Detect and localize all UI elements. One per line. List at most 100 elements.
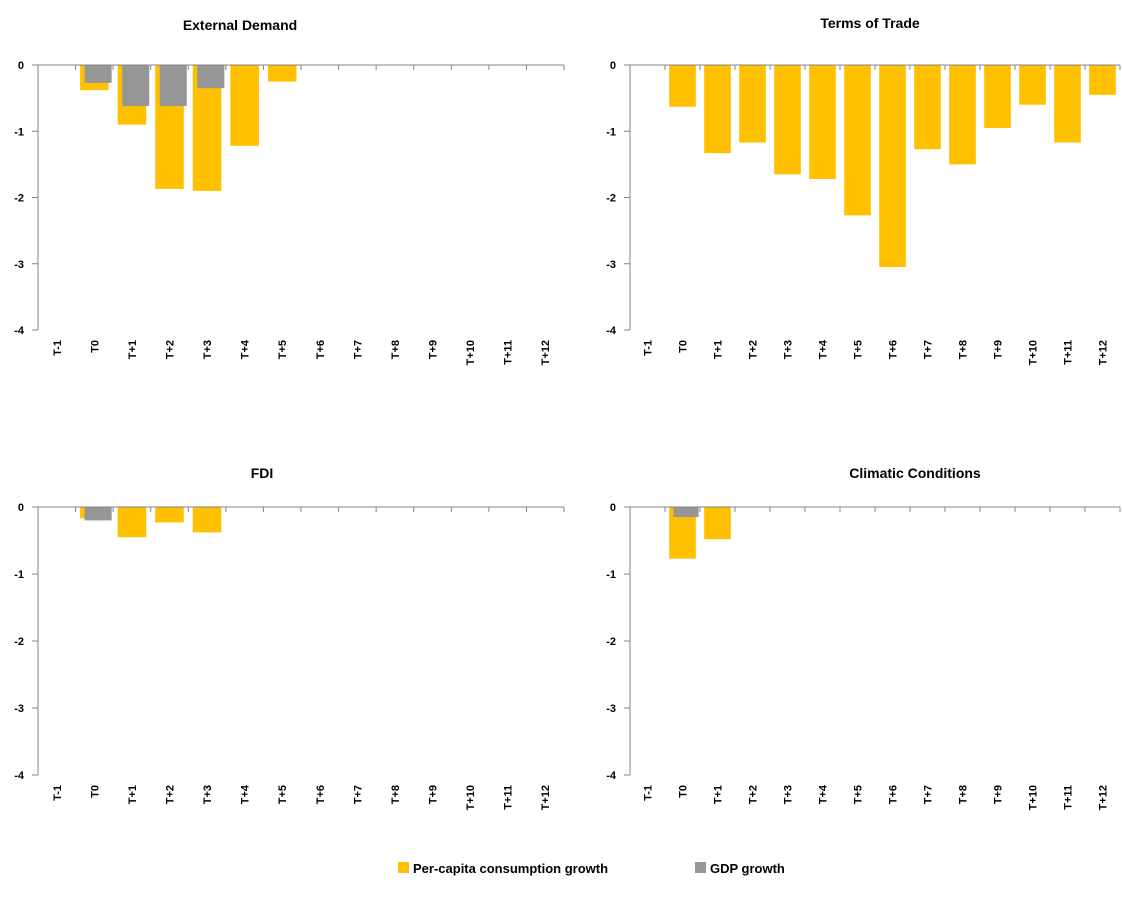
y-tick-label: -3 [14, 259, 24, 271]
bar-gdp [84, 65, 112, 83]
x-tick-label: T-1 [643, 785, 655, 801]
x-tick-label: T+2 [748, 785, 760, 804]
x-tick-label: T+10 [465, 785, 477, 810]
x-tick-label: T+9 [428, 340, 440, 359]
x-tick-label: T+4 [240, 339, 252, 359]
x-tick-label: T0 [89, 785, 101, 798]
x-tick-label: T+4 [240, 784, 252, 804]
y-tick-label: -4 [14, 325, 25, 337]
y-tick-label: -1 [14, 569, 24, 581]
y-tick-label: -4 [606, 770, 617, 782]
x-tick-label: T+5 [277, 340, 289, 359]
bar-per-capita-consumption [739, 65, 766, 143]
x-tick-label: T+3 [202, 340, 214, 359]
x-tick-label: T+12 [1098, 785, 1110, 810]
x-tick-label: T+3 [783, 785, 795, 804]
x-tick-label: T+1 [713, 785, 725, 804]
x-tick-label: T-1 [52, 785, 64, 801]
x-tick-label: T+12 [540, 785, 552, 810]
chart-panel: Terms of Trade 0 -1 -2 -3 -4 T-1 T0 T+1 T+2 T+3 T+4… [606, 15, 1121, 365]
x-tick-label: T+7 [352, 340, 364, 359]
bar-per-capita-consumption [774, 65, 801, 175]
x-tick-label: T-1 [643, 340, 655, 356]
bar-gdp [673, 507, 699, 518]
chart-panel: External Demand 0 -1 -2 -3 -4 T-1 T0 T+1 T+2 T+3 T+… [14, 17, 565, 365]
x-tick-label: T+8 [390, 785, 402, 804]
y-tick-label: -3 [606, 703, 616, 715]
bar-per-capita-consumption [192, 507, 222, 533]
x-tick-label: T+5 [853, 785, 865, 804]
x-tick-label: T+12 [540, 340, 552, 365]
bar-per-capita-consumption [1089, 65, 1116, 95]
x-tick-label: T0 [89, 340, 101, 353]
x-tick-label: T+7 [923, 785, 935, 804]
x-tick-label: T+9 [428, 785, 440, 804]
x-tick-label: T+10 [1028, 340, 1040, 365]
chart-legend: Per-capita consumption growth GDP growth [398, 861, 785, 876]
bar-per-capita-consumption [809, 65, 836, 179]
chart-title: External Demand [183, 17, 297, 33]
chart-title: Terms of Trade [820, 15, 920, 31]
y-tick-label: 0 [610, 60, 616, 72]
x-tick-label: T+1 [127, 340, 139, 359]
x-tick-label: T+7 [352, 785, 364, 804]
bar-per-capita-consumption [844, 65, 871, 216]
y-tick-label: 0 [18, 60, 24, 72]
bar-per-capita-consumption [669, 65, 696, 107]
y-tick-label: -2 [14, 636, 24, 648]
x-tick-label: T+2 [748, 340, 760, 359]
x-tick-label: T+6 [888, 785, 900, 804]
bar-gdp [159, 65, 187, 107]
legend-swatch [695, 862, 706, 873]
bar-per-capita-consumption [914, 65, 941, 150]
x-tick-label: T+3 [202, 785, 214, 804]
x-tick-label: T+1 [127, 785, 139, 804]
x-tick-label: T+2 [165, 340, 177, 359]
bar-per-capita-consumption [704, 507, 731, 540]
y-tick-label: -1 [606, 569, 616, 581]
x-tick-label: T+5 [277, 785, 289, 804]
x-tick-label: T+11 [1063, 785, 1075, 810]
bar-per-capita-consumption [1019, 65, 1046, 105]
y-tick-label: -2 [606, 636, 616, 648]
x-tick-label: T+2 [165, 785, 177, 804]
x-tick-label: T+10 [465, 340, 477, 365]
bar-per-capita-consumption [155, 507, 184, 523]
y-tick-label: -2 [606, 193, 616, 205]
x-tick-label: T+6 [315, 785, 327, 804]
chart-panel: FDI 0 -1 -2 -3 -4 T-1 T0 T+1 T+2 T+3 T+4 T+5 T+6 T+7 T+… [14, 465, 565, 810]
bar-per-capita-consumption [704, 65, 731, 154]
y-tick-label: -1 [14, 126, 24, 138]
y-tick-label: -3 [14, 703, 24, 715]
legend-swatch [398, 862, 409, 873]
chart-panel: Climatic Conditions 0 -1 -2 -3 -4 T-1 T0 T+1 T+2 T… [606, 465, 1121, 810]
bar-per-capita-consumption [230, 65, 259, 146]
chart-panels: External Demand 0 -1 -2 -3 -4 T-1 T0 T+1 T+2 T+3 T+… [14, 15, 1121, 810]
x-tick-label: T+6 [888, 340, 900, 359]
bar-per-capita-consumption [879, 65, 906, 268]
y-tick-label: 0 [610, 502, 616, 514]
legend-label: GDP growth [710, 861, 785, 876]
bar-per-capita-consumption [1054, 65, 1081, 143]
chart-title: Climatic Conditions [849, 465, 981, 481]
x-tick-label: T+6 [315, 340, 327, 359]
x-tick-label: T+11 [503, 340, 515, 365]
x-tick-label: T+9 [993, 785, 1005, 804]
legend-label: Per-capita consumption growth [413, 861, 608, 876]
x-tick-label: T+4 [818, 784, 830, 804]
bar-gdp [197, 65, 225, 89]
chart-title: FDI [251, 465, 274, 481]
x-tick-label: T+4 [818, 339, 830, 359]
x-tick-label: T+1 [713, 340, 725, 359]
x-tick-label: T+3 [783, 340, 795, 359]
y-tick-label: -1 [606, 126, 616, 138]
x-tick-label: T+10 [1028, 785, 1040, 810]
x-tick-label: T+12 [1098, 340, 1110, 365]
x-tick-label: T+9 [993, 340, 1005, 359]
x-tick-label: T+5 [853, 340, 865, 359]
y-tick-label: -2 [14, 193, 24, 205]
x-tick-label: T0 [678, 785, 690, 798]
bar-gdp [84, 507, 112, 521]
x-tick-label: T+11 [503, 785, 515, 810]
